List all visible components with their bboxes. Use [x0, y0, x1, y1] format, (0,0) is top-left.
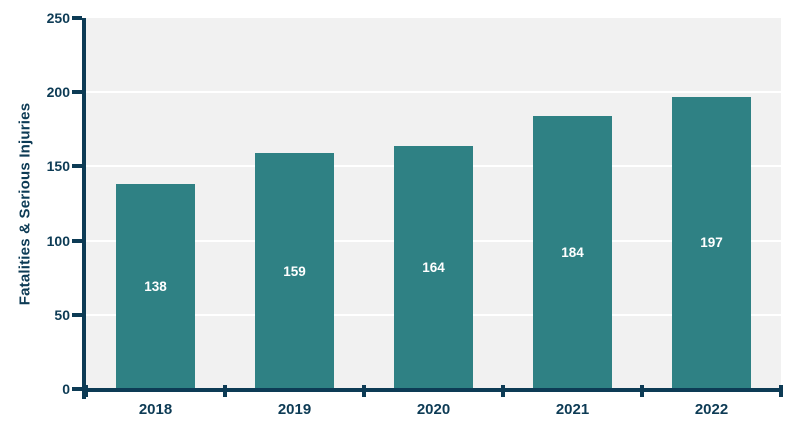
bar-value-label: 138	[144, 279, 167, 295]
y-tick-label: 100	[46, 232, 70, 249]
y-axis-title: Fatalities & Serious Injuries	[16, 102, 34, 306]
bar: 138	[116, 184, 195, 389]
x-tick-label: 2021	[555, 401, 590, 418]
y-tick	[72, 164, 82, 169]
x-axis-line	[82, 388, 783, 392]
y-tick	[72, 90, 82, 95]
x-tick-label: 2022	[694, 401, 729, 418]
bar-value-label: 184	[561, 244, 584, 260]
y-tick-label: 0	[62, 381, 70, 397]
x-tick	[84, 385, 88, 397]
bar-value-label: 197	[700, 235, 723, 251]
y-tick-label: 150	[46, 158, 70, 175]
y-tick	[72, 238, 82, 243]
x-tick	[501, 385, 505, 397]
x-tick	[362, 385, 366, 397]
y-tick	[72, 312, 82, 317]
x-tick	[779, 385, 783, 397]
x-tick-label: 2019	[277, 401, 312, 418]
y-tick-label: 250	[46, 10, 70, 26]
y-tick	[72, 387, 82, 391]
x-tick	[640, 385, 644, 397]
x-tick-label: 2018	[138, 401, 173, 418]
x-tick	[223, 385, 227, 397]
bar: 159	[255, 153, 334, 389]
x-tick-label: 2020	[416, 401, 451, 418]
bar-value-label: 164	[422, 259, 445, 275]
bar-value-label: 159	[283, 263, 306, 279]
y-tick	[72, 16, 82, 20]
y-tick-label: 50	[54, 306, 70, 323]
y-tick-label: 200	[46, 84, 70, 101]
bar: 184	[533, 115, 612, 389]
gridline	[86, 91, 781, 94]
bar: 197	[672, 96, 751, 389]
y-axis-line	[82, 18, 86, 399]
bar: 164	[394, 145, 473, 389]
